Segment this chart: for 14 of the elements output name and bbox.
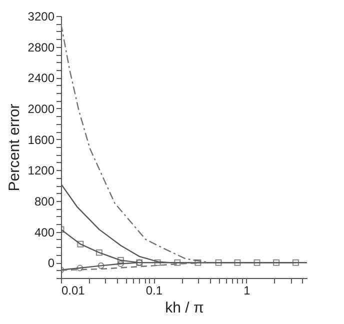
y-axis-title: Percent error — [6, 104, 23, 192]
y-tick-label: 800 — [34, 194, 55, 208]
y-tick-label: 1600 — [28, 132, 55, 147]
y-tick-label: 2800 — [28, 40, 55, 54]
y-tick-label: 400 — [34, 225, 55, 240]
y-tick-label: 3200 — [28, 10, 55, 24]
y-tick-label: 2400 — [28, 71, 55, 86]
y-tick-label: 1200 — [28, 164, 55, 178]
y-tick-label: 0 — [48, 256, 55, 270]
x-tick-label: 0.1 — [146, 284, 163, 298]
x-tick-label: 0.01 — [62, 284, 86, 298]
x-tick-label: 1 — [244, 284, 251, 298]
y-tick-label: 2000 — [28, 102, 55, 116]
x-axis-title: kh / π — [165, 300, 204, 316]
